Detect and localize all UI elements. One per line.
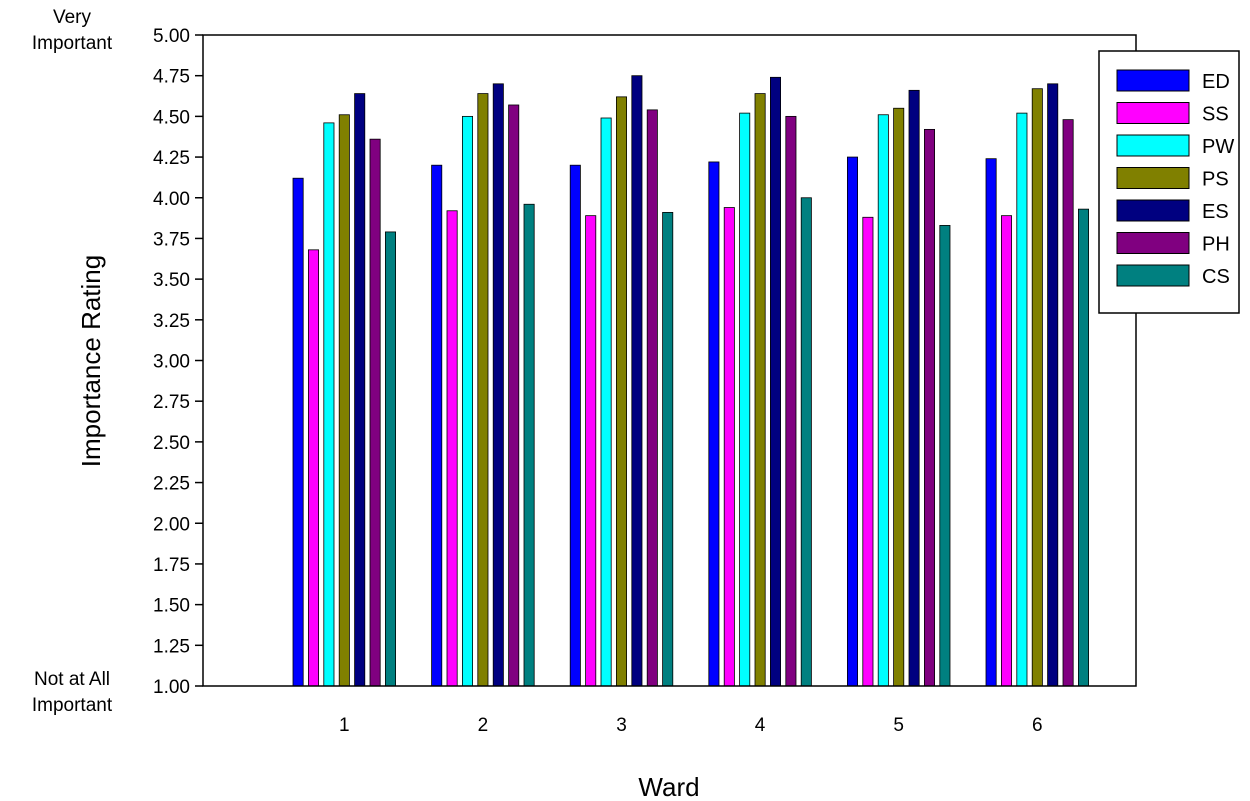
bar-ph-5 <box>924 128 936 687</box>
bar-ed-6 <box>985 158 997 687</box>
bar-ph-3 <box>646 109 658 687</box>
legend-label-pw: PW <box>1202 136 1234 158</box>
y-tick-label: 4.50 <box>153 107 190 128</box>
bar-ss-1 <box>307 249 319 687</box>
bar-ph-6 <box>1062 119 1074 687</box>
x-tick-label: 3 <box>616 715 627 736</box>
bar-es-1 <box>354 93 366 687</box>
y-tick-label: 3.50 <box>153 270 190 291</box>
bar-ps-1 <box>338 114 350 687</box>
y-tick-label: 5.00 <box>153 26 190 47</box>
bar-cs-5 <box>939 225 951 687</box>
bar-ps-4 <box>754 93 766 687</box>
bar-pw-5 <box>877 114 889 687</box>
y-tick-label: 2.50 <box>153 433 190 454</box>
bar-ps-3 <box>616 96 628 687</box>
bar-es-5 <box>908 89 920 687</box>
bar-pw-3 <box>600 117 612 687</box>
bar-ss-3 <box>585 215 597 687</box>
legend-swatch-cs <box>1116 264 1190 287</box>
bar-es-2 <box>492 83 504 687</box>
legend: ED SS PW PS ES PH CS <box>1098 50 1240 314</box>
legend-swatch-es <box>1116 199 1190 222</box>
bar-ss-4 <box>723 207 735 687</box>
y-tick-label: 1.00 <box>153 677 190 698</box>
x-axis-title: Ward <box>638 772 699 801</box>
legend-swatch-ps <box>1116 167 1190 189</box>
y-tick-label: 3.00 <box>153 352 190 373</box>
y-top-anchor-line2: Important <box>32 33 113 54</box>
y-tick-label: 3.25 <box>153 311 190 332</box>
y-tick-label: 2.25 <box>153 474 190 495</box>
y-tick-label: 1.25 <box>153 636 190 657</box>
x-tick-label: 2 <box>478 715 489 736</box>
legend-label-ss: SS <box>1202 104 1229 126</box>
bar-pw-1 <box>323 122 335 687</box>
y-tick-label: 4.25 <box>153 148 190 169</box>
x-axis: 1 2 3 4 5 6 <box>339 715 1043 736</box>
bar-ss-5 <box>862 216 874 687</box>
y-tick-label: 2.00 <box>153 514 190 535</box>
legend-label-ed: ED <box>1202 71 1230 93</box>
bar-ph-4 <box>785 115 797 687</box>
y-tick-label: 1.75 <box>153 555 190 576</box>
y-tick-label: 1.50 <box>153 596 190 617</box>
legend-swatch-ss <box>1116 102 1190 124</box>
legend-label-es: ES <box>1202 201 1229 223</box>
bar-ss-2 <box>446 210 458 687</box>
bar-es-4 <box>770 76 782 687</box>
y-axis-title: Importance Rating <box>76 255 106 467</box>
bar-ed-4 <box>708 161 720 687</box>
legend-swatch-ed <box>1116 69 1190 92</box>
legend-swatch-pw <box>1116 134 1190 157</box>
bar-ed-2 <box>431 164 443 687</box>
x-tick-label: 6 <box>1032 715 1043 736</box>
bar-ss-6 <box>1001 215 1013 687</box>
bar-ed-5 <box>847 156 859 687</box>
legend-label-cs: CS <box>1202 266 1230 288</box>
bar-cs-4 <box>800 197 812 687</box>
bar-ps-2 <box>477 93 489 687</box>
y-bottom-anchor-line1: Not at All <box>34 669 110 690</box>
bar-es-3 <box>631 75 643 687</box>
bar-cs-2 <box>523 203 535 687</box>
bar-ph-2 <box>508 104 520 687</box>
legend-label-ps: PS <box>1202 169 1229 191</box>
bar-ed-1 <box>292 177 304 687</box>
bar-ed-3 <box>569 164 581 687</box>
bar-cs-1 <box>384 231 396 687</box>
legend-label-ph: PH <box>1202 234 1230 256</box>
y-top-anchor-line1: Very <box>53 7 92 28</box>
y-tick-label: 3.75 <box>153 229 190 250</box>
y-bottom-anchor-line2: Important <box>32 695 113 716</box>
bar-cs-6 <box>1078 208 1090 687</box>
bar-ps-5 <box>893 107 905 687</box>
y-axis: 1.00 1.25 1.50 1.75 2.00 2.25 2.50 2.75 3.00 3.25… <box>153 26 203 698</box>
bar-pw-4 <box>739 112 751 687</box>
y-tick-label: 4.75 <box>153 67 190 88</box>
x-tick-label: 4 <box>755 715 766 736</box>
x-tick-label: 1 <box>339 715 350 736</box>
x-tick-label: 5 <box>893 715 904 736</box>
bar-cs-3 <box>662 211 674 687</box>
bar-es-6 <box>1047 83 1059 687</box>
bars-layer <box>292 75 1090 687</box>
bar-pw-6 <box>1016 112 1028 687</box>
legend-swatch-ph <box>1116 232 1190 254</box>
bar-ph-1 <box>369 138 381 687</box>
bar-ps-6 <box>1031 88 1043 687</box>
y-tick-label: 4.00 <box>153 189 190 210</box>
bar-pw-2 <box>461 115 473 687</box>
y-tick-label: 2.75 <box>153 392 190 413</box>
